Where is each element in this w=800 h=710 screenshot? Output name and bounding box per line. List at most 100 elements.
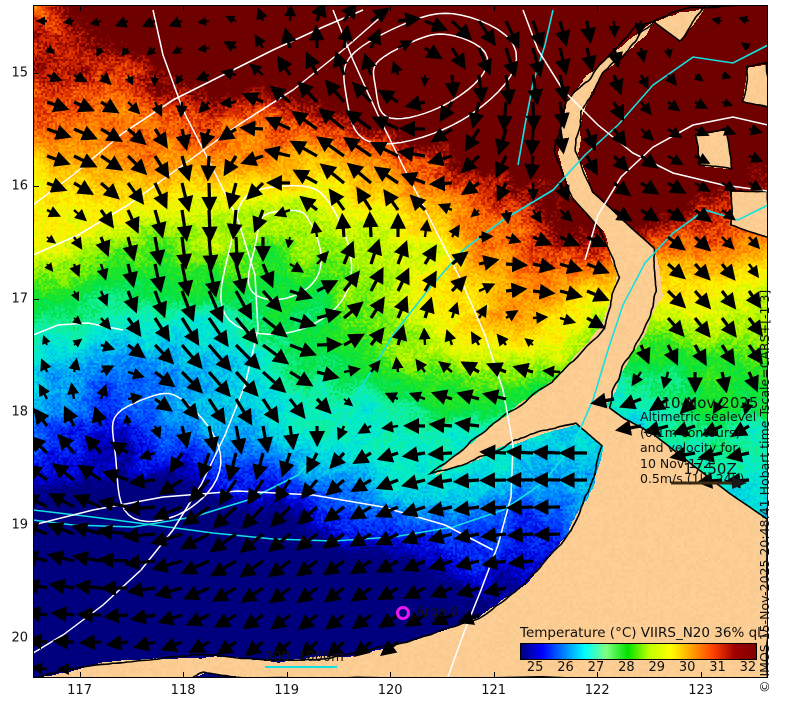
velocity-arrow (530, 209, 542, 224)
velocity-arrow (335, 212, 352, 238)
velocity-arrow (98, 317, 112, 331)
velocity-arrow (428, 556, 453, 572)
velocity-arrow (349, 504, 372, 520)
velocity-arrow (532, 283, 556, 300)
velocity-arrow (525, 101, 542, 132)
velocity-arrow (150, 209, 167, 239)
velocity-arrow (391, 60, 403, 76)
colorbar-tick: 28 (618, 660, 635, 675)
velocity-arrow (667, 99, 681, 112)
velocity-arrow (648, 395, 669, 412)
velocity-arrow (99, 181, 120, 200)
velocity-arrow (126, 154, 148, 176)
map-plot-area[interactable]: 10-Nov-2025 17:50Z Altimetric sealevel (… (33, 5, 768, 678)
velocity-arrow (40, 358, 52, 373)
velocity-arrow (244, 640, 264, 657)
velocity-arrow (664, 72, 678, 87)
velocity-arrow (96, 384, 108, 400)
velocity-arrow (306, 452, 321, 474)
velocity-arrow (747, 263, 760, 279)
velocity-arrow (495, 128, 511, 156)
velocity-arrow (263, 145, 291, 162)
velocity-arrow (529, 20, 546, 49)
velocity-arrow (105, 634, 129, 651)
velocity-arrow (719, 262, 736, 281)
velocity-arrow (663, 344, 679, 366)
velocity-arrow (505, 282, 528, 299)
velocity-arrow (276, 55, 293, 76)
argo-float-marker[interactable]: Argo 0 (396, 605, 459, 620)
velocity-arrow (177, 155, 193, 182)
velocity-arrow (634, 20, 647, 36)
velocity-arrow (348, 531, 372, 547)
velocity-arrow (300, 478, 319, 500)
velocity-arrow (403, 584, 426, 599)
velocity-arrow (97, 290, 109, 307)
velocity-arrow (127, 367, 145, 380)
velocity-arrow (427, 528, 453, 545)
velocity-arrow (70, 236, 83, 250)
velocity-arrow (180, 343, 203, 370)
velocity-arrow (100, 98, 120, 114)
velocity-arrow (366, 238, 382, 265)
depth-contour-line-swatch (265, 666, 337, 668)
velocity-arrow (559, 313, 577, 326)
velocity-arrow (667, 126, 683, 139)
velocity-arrow (273, 206, 291, 218)
velocity-arrow (349, 559, 372, 575)
velocity-arrow (268, 586, 291, 604)
velocity-arrow (368, 359, 381, 373)
velocity-arrow (430, 610, 453, 626)
velocity-arrow (454, 555, 480, 571)
velocity-arrow (381, 420, 399, 433)
velocity-arrow (102, 607, 129, 624)
velocity-arrow (123, 554, 156, 571)
velocity-arrow (274, 479, 292, 503)
velocity-arrow (721, 236, 735, 250)
velocity-arrow (176, 425, 192, 449)
velocity-arrow (46, 206, 61, 217)
velocity-arrow (721, 71, 732, 80)
velocity-arrow (45, 44, 56, 54)
velocity-arrow (257, 425, 274, 454)
velocity-arrow (46, 151, 71, 167)
velocity-arrow (343, 365, 361, 377)
velocity-arrow (590, 392, 615, 409)
velocity-arrow (154, 395, 173, 412)
velocity-arrow (457, 609, 480, 625)
velocity-arrow (280, 26, 297, 49)
velocity-arrow (460, 179, 480, 196)
velocity-arrow (100, 365, 115, 377)
velocity-arrow (288, 398, 306, 420)
velocity-arrow (240, 586, 264, 603)
velocity-arrow (721, 180, 737, 192)
velocity-arrow (747, 236, 761, 250)
velocity-arrow (721, 124, 737, 136)
velocity-arrow (73, 179, 95, 195)
velocity-arrow (375, 475, 399, 491)
velocity-arrow (46, 521, 75, 537)
velocity-arrow (721, 208, 736, 221)
velocity-arrow (667, 178, 687, 194)
velocity-arrow (123, 290, 139, 314)
velocity-arrow (168, 16, 183, 28)
velocity-arrow (73, 208, 87, 222)
velocity-arrow (154, 583, 183, 600)
velocity-arrow (267, 559, 291, 578)
velocity-arrow (199, 128, 216, 150)
velocity-arrow (175, 128, 192, 151)
velocity-arrow (448, 301, 460, 319)
velocity-arrow (532, 257, 557, 274)
velocity-arrow (234, 398, 253, 426)
x-tick-mark (286, 672, 288, 678)
velocity-arrow (554, 74, 571, 103)
velocity-arrow (202, 236, 219, 272)
velocity-arrow (72, 338, 83, 348)
velocity-arrow (475, 304, 488, 319)
velocity-arrow (424, 44, 443, 60)
velocity-arrow (505, 310, 519, 322)
y-tick-label: 18 (11, 404, 28, 420)
velocity-arrow (249, 63, 264, 76)
velocity-arrow (464, 128, 481, 152)
velocity-arrow (503, 47, 519, 79)
